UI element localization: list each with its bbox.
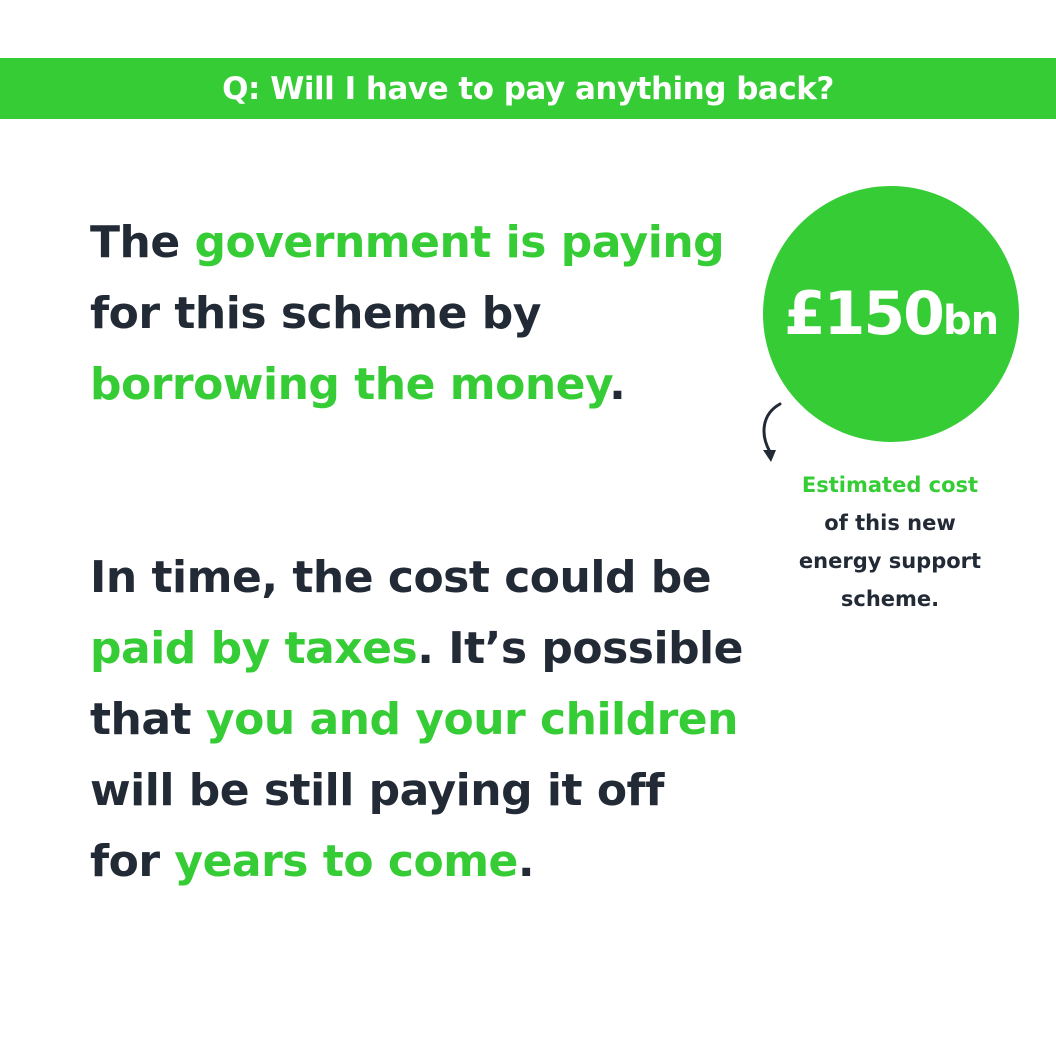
- text-segment: The: [90, 217, 195, 268]
- paragraph-borrowing: The government is paying for this scheme…: [90, 207, 725, 420]
- curved-arrow-down-icon: [762, 402, 782, 462]
- highlight-text: you and your children: [205, 694, 739, 745]
- text-segment: . It’s possible: [417, 623, 743, 674]
- paragraph-line: The government is paying: [90, 207, 725, 278]
- text-segment: will be still paying it off: [90, 765, 664, 816]
- text-segment: that: [90, 694, 206, 745]
- paragraph-line: borrowing the money.: [90, 349, 724, 420]
- text-segment: .: [517, 836, 535, 887]
- text-segment: for this scheme by: [90, 288, 541, 339]
- question-text: Q: Will I have to pay anything back?: [222, 70, 834, 107]
- highlight-text: years to come: [174, 836, 518, 887]
- paragraph-line: for this scheme by: [90, 278, 724, 349]
- paragraph-taxes: In time, the cost could be paid by taxes…: [90, 542, 743, 897]
- cost-caption: Estimated cost of this new energy suppor…: [770, 466, 1010, 618]
- cost-unit: bn: [942, 298, 999, 344]
- caption-line: Estimated cost: [801, 473, 979, 497]
- caption-line: energy support: [798, 549, 982, 573]
- paragraph-line: will be still paying it off: [90, 755, 743, 826]
- paragraph-line: that you and your children: [90, 684, 743, 755]
- text-segment: for: [90, 836, 175, 887]
- caption-line: scheme.: [840, 587, 940, 611]
- cost-amount: £150bn: [784, 284, 999, 344]
- caption-line: of this new: [824, 511, 956, 535]
- highlight-text: government is paying: [194, 217, 725, 268]
- cost-bubble: £150bn: [763, 186, 1019, 442]
- text-segment: .: [609, 359, 626, 410]
- text-segment: In time, the cost could be: [90, 552, 712, 603]
- highlight-text: paid by taxes: [90, 623, 418, 674]
- highlight-text: borrowing the money: [90, 359, 610, 410]
- paragraph-line: for years to come.: [90, 826, 743, 897]
- cost-value: £150: [783, 279, 945, 349]
- paragraph-line: paid by taxes. It’s possible: [90, 613, 743, 684]
- question-banner: Q: Will I have to pay anything back?: [0, 58, 1056, 119]
- paragraph-line: In time, the cost could be: [90, 542, 743, 613]
